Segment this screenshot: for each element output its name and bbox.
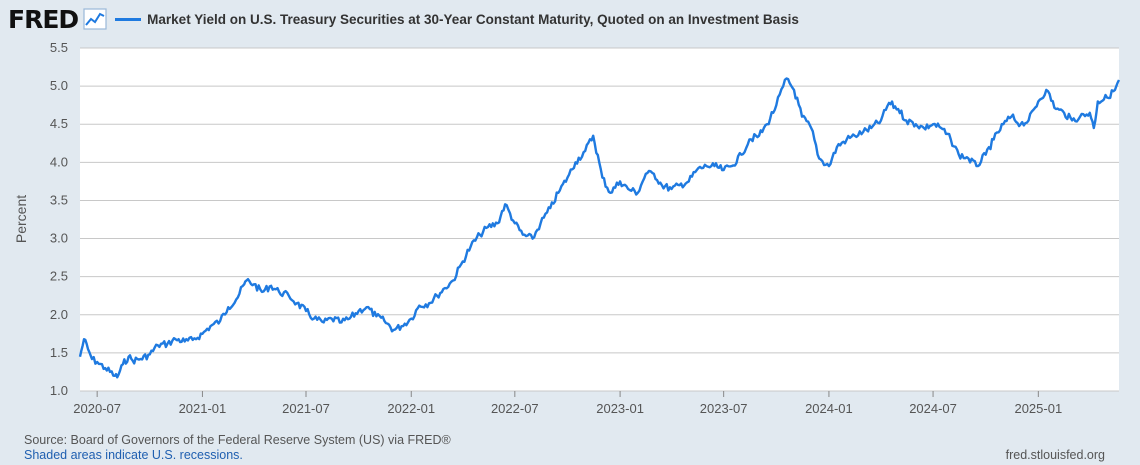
series-title[interactable]: Market Yield on U.S. Treasury Securities…: [147, 11, 799, 27]
x-axis-ticks: 2020-07 2021-01 2021-07 2022-01 2022-07 2023-…: [73, 391, 1062, 416]
y-tick-label: 3.5: [50, 192, 68, 207]
y-tick-label: 2.5: [50, 269, 68, 284]
gridlines: [80, 47, 1119, 392]
y-tick-label: 3.0: [50, 231, 68, 246]
line-chart: 1.01.52.02.53.03.54.04.55.05.5 2020-07 20…: [13, 40, 1121, 416]
x-tick-label: 2024-01: [805, 401, 853, 416]
y-tick-label: 4.5: [50, 116, 68, 131]
x-tick-label: 2024-07: [909, 401, 957, 416]
fred-logo[interactable]: FRED: [8, 4, 79, 34]
y-tick-label: 5.0: [50, 78, 68, 93]
y-tick-label: 2.0: [50, 307, 68, 322]
y-tick-label: 1.5: [50, 345, 68, 360]
chart-line-icon: [83, 8, 107, 30]
y-axis-label: Percent: [13, 195, 29, 243]
x-tick-label: 2021-07: [282, 401, 330, 416]
x-tick-label: 2022-07: [491, 401, 539, 416]
x-tick-label: 2025-01: [1014, 401, 1062, 416]
y-tick-label: 5.5: [50, 40, 68, 55]
x-tick-label: 2023-01: [596, 401, 644, 416]
y-tick-label: 1.0: [50, 383, 68, 398]
x-tick-label: 2021-01: [179, 401, 227, 416]
y-tick-label: 4.0: [50, 154, 68, 169]
legend-swatch: [115, 17, 142, 21]
plot-area: [80, 48, 1119, 391]
chart-header: FRED Market Yield on U.S. Treasury Secur…: [8, 4, 799, 34]
x-tick-label: 2020-07: [73, 401, 121, 416]
fred-url[interactable]: fred.stlouisfed.org: [1005, 448, 1105, 462]
source-note: Source: Board of Governors of the Federa…: [24, 433, 451, 447]
y-axis-ticks: 1.0 1.5 2.0 2.5 3.0 3.5 4.0 4.5 5.0 5.5: [50, 40, 68, 398]
recession-note[interactable]: Shaded areas indicate U.S. recessions.: [24, 448, 243, 462]
x-tick-label: 2022-01: [387, 401, 435, 416]
series-line: [78, 77, 1121, 379]
x-tick-label: 2023-07: [700, 401, 748, 416]
